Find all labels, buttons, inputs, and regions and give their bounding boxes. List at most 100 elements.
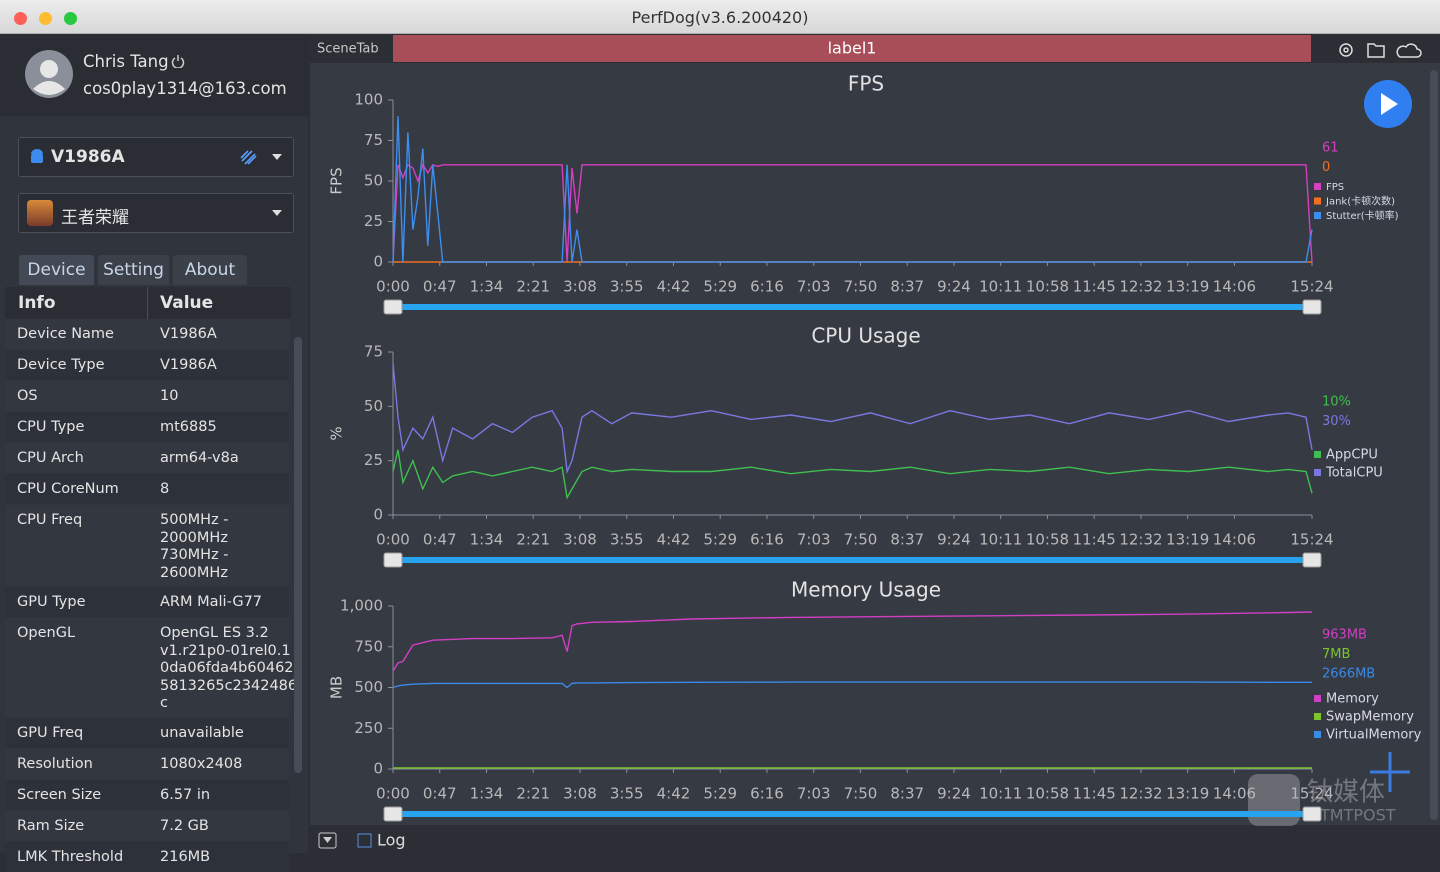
x-tick-label: 4:42 (657, 278, 691, 296)
legend-swatch (1314, 695, 1321, 702)
connect-icon[interactable] (239, 148, 259, 166)
table-row: Screen Size 6.57 in (5, 779, 289, 810)
row-label: LMK Threshold (17, 848, 124, 865)
value-line: 7.2 GB (160, 817, 209, 834)
x-tick-label: 9:24 (937, 785, 971, 803)
header-cell: Info (18, 293, 56, 313)
x-tick-label: 10:58 (1026, 531, 1069, 549)
app-select[interactable]: 王者荣耀 (18, 193, 294, 233)
x-tick-label: 6:16 (750, 785, 784, 803)
x-tick-label: 10:58 (1026, 785, 1069, 803)
sidebar: Chris Tang cos0play1314@163.com V1986A 王… (0, 34, 308, 872)
minimize-button[interactable] (39, 12, 52, 25)
value-line: OpenGL ES 3.2 (160, 625, 269, 641)
label-bar[interactable] (393, 35, 1311, 62)
main-panel (310, 34, 1440, 853)
label-text: label1 (828, 39, 877, 58)
tab[interactable]: Setting (98, 255, 169, 285)
avatar[interactable] (24, 49, 74, 99)
watermark-text: 钛媒体 (1307, 778, 1385, 808)
slider-handle (1302, 806, 1322, 822)
chart-title: FPS (848, 72, 884, 96)
row-label: CPU Freq (17, 512, 83, 528)
value-line: 8 (160, 481, 170, 497)
row-label: CPU Arch (17, 450, 84, 466)
x-tick-label: 9:24 (937, 531, 971, 549)
x-tick-label: 7:03 (797, 278, 831, 296)
x-tick-label: 14:06 (1213, 278, 1256, 296)
table-row: GPU Freq unavailable (5, 717, 289, 748)
x-tick-label: 2:21 (516, 785, 550, 803)
series-line (392, 681, 1312, 689)
scrollbar[interactable] (294, 337, 302, 773)
range-slider (393, 811, 1312, 817)
table-row: CPU CoreNum 8 (5, 474, 289, 504)
chart-area: SceneTab label1 Log 钛媒体 TMTPOST FPS FPS 0 2… (310, 34, 1440, 853)
row-label: GPU Freq (17, 724, 84, 741)
row-value: ARM Mali-G77 (160, 594, 262, 612)
row-label: GPU Type (17, 594, 86, 610)
x-tick-label: 10:11 (979, 531, 1022, 549)
row-value: unavailable (160, 725, 244, 743)
slider-handle (383, 552, 403, 568)
x-tick-label: 12:32 (1119, 531, 1162, 549)
y-axis-label: % (328, 426, 346, 440)
row-value: V1986A (160, 357, 217, 375)
scene-tab[interactable]: SceneTab (317, 42, 379, 57)
header-cell: Value (160, 293, 214, 313)
x-tick-label: 10:11 (979, 278, 1022, 296)
series-line (392, 362, 1313, 475)
play-icon (1381, 93, 1398, 115)
range-slider (393, 304, 1312, 310)
add-button[interactable] (1370, 752, 1410, 792)
x-tick-label: 10:11 (979, 785, 1022, 803)
window-title: PerfDog(v3.6.200420) (631, 8, 809, 27)
x-tick-label: 0:00 (376, 785, 410, 803)
x-tick-label: 6:16 (750, 278, 784, 296)
x-tick-label: 7:03 (797, 785, 831, 803)
legend-swatch (1314, 212, 1321, 219)
x-tick-label: 7:50 (844, 785, 878, 803)
y-tick-label: 50 (364, 172, 383, 190)
legend-label: Memory (1326, 692, 1379, 707)
x-tick-label: 7:03 (797, 531, 831, 549)
tab[interactable]: About (173, 255, 247, 285)
value-line: mt6885 (160, 419, 217, 435)
y-tick-label: 75 (364, 131, 383, 149)
legend-label: VirtualMemory (1326, 728, 1422, 743)
row-label: OpenGL (17, 625, 76, 641)
table-row: OpenGL OpenGL ES 3.2 v1.r21p0-01rel0.1 0da0… (5, 618, 297, 717)
x-tick-label: 15:24 (1290, 278, 1333, 296)
close-button[interactable] (14, 12, 27, 25)
value-line: 5813265c2342486 (160, 677, 298, 694)
table-row: CPU Type mt6885 (5, 412, 289, 442)
toolbar-icons[interactable] (1339, 43, 1422, 58)
value-line: 730MHz - (160, 547, 229, 563)
collapse-button[interactable] (318, 832, 337, 849)
app-name: 王者荣耀 (61, 208, 129, 228)
user-panel: Chris Tang cos0play1314@163.com (0, 34, 308, 116)
tab[interactable]: Device (19, 255, 94, 285)
row-label: Device Name (17, 326, 114, 342)
device-select[interactable]: V1986A (18, 137, 294, 177)
latest-value: 0 (1322, 160, 1330, 175)
zoom-button[interactable] (64, 12, 77, 25)
title-bar: PerfDog(v3.6.200420) (0, 0, 1440, 34)
x-tick-label: 3:55 (610, 785, 644, 803)
device-name: V1986A (51, 147, 125, 167)
y-tick-label: 0 (373, 253, 383, 271)
legend-label: Stutter(卡顿率) (1326, 209, 1399, 222)
x-tick-label: 0:00 (376, 531, 410, 549)
x-tick-label: 15:24 (1290, 785, 1333, 803)
scrollbar[interactable] (1430, 70, 1438, 820)
x-tick-label: 7:50 (844, 278, 878, 296)
legend-label: FPS (1326, 182, 1344, 193)
row-value: mt6885 (160, 419, 217, 437)
row-label: OS (17, 388, 38, 404)
row-value: 6.57 in (160, 787, 210, 805)
y-axis-label: FPS (328, 167, 346, 194)
table-row: Ram Size 7.2 GB (5, 810, 289, 841)
logout-icon[interactable] (171, 54, 185, 68)
log-checkbox[interactable] (357, 833, 372, 848)
latest-value: 2666MB (1322, 667, 1375, 682)
